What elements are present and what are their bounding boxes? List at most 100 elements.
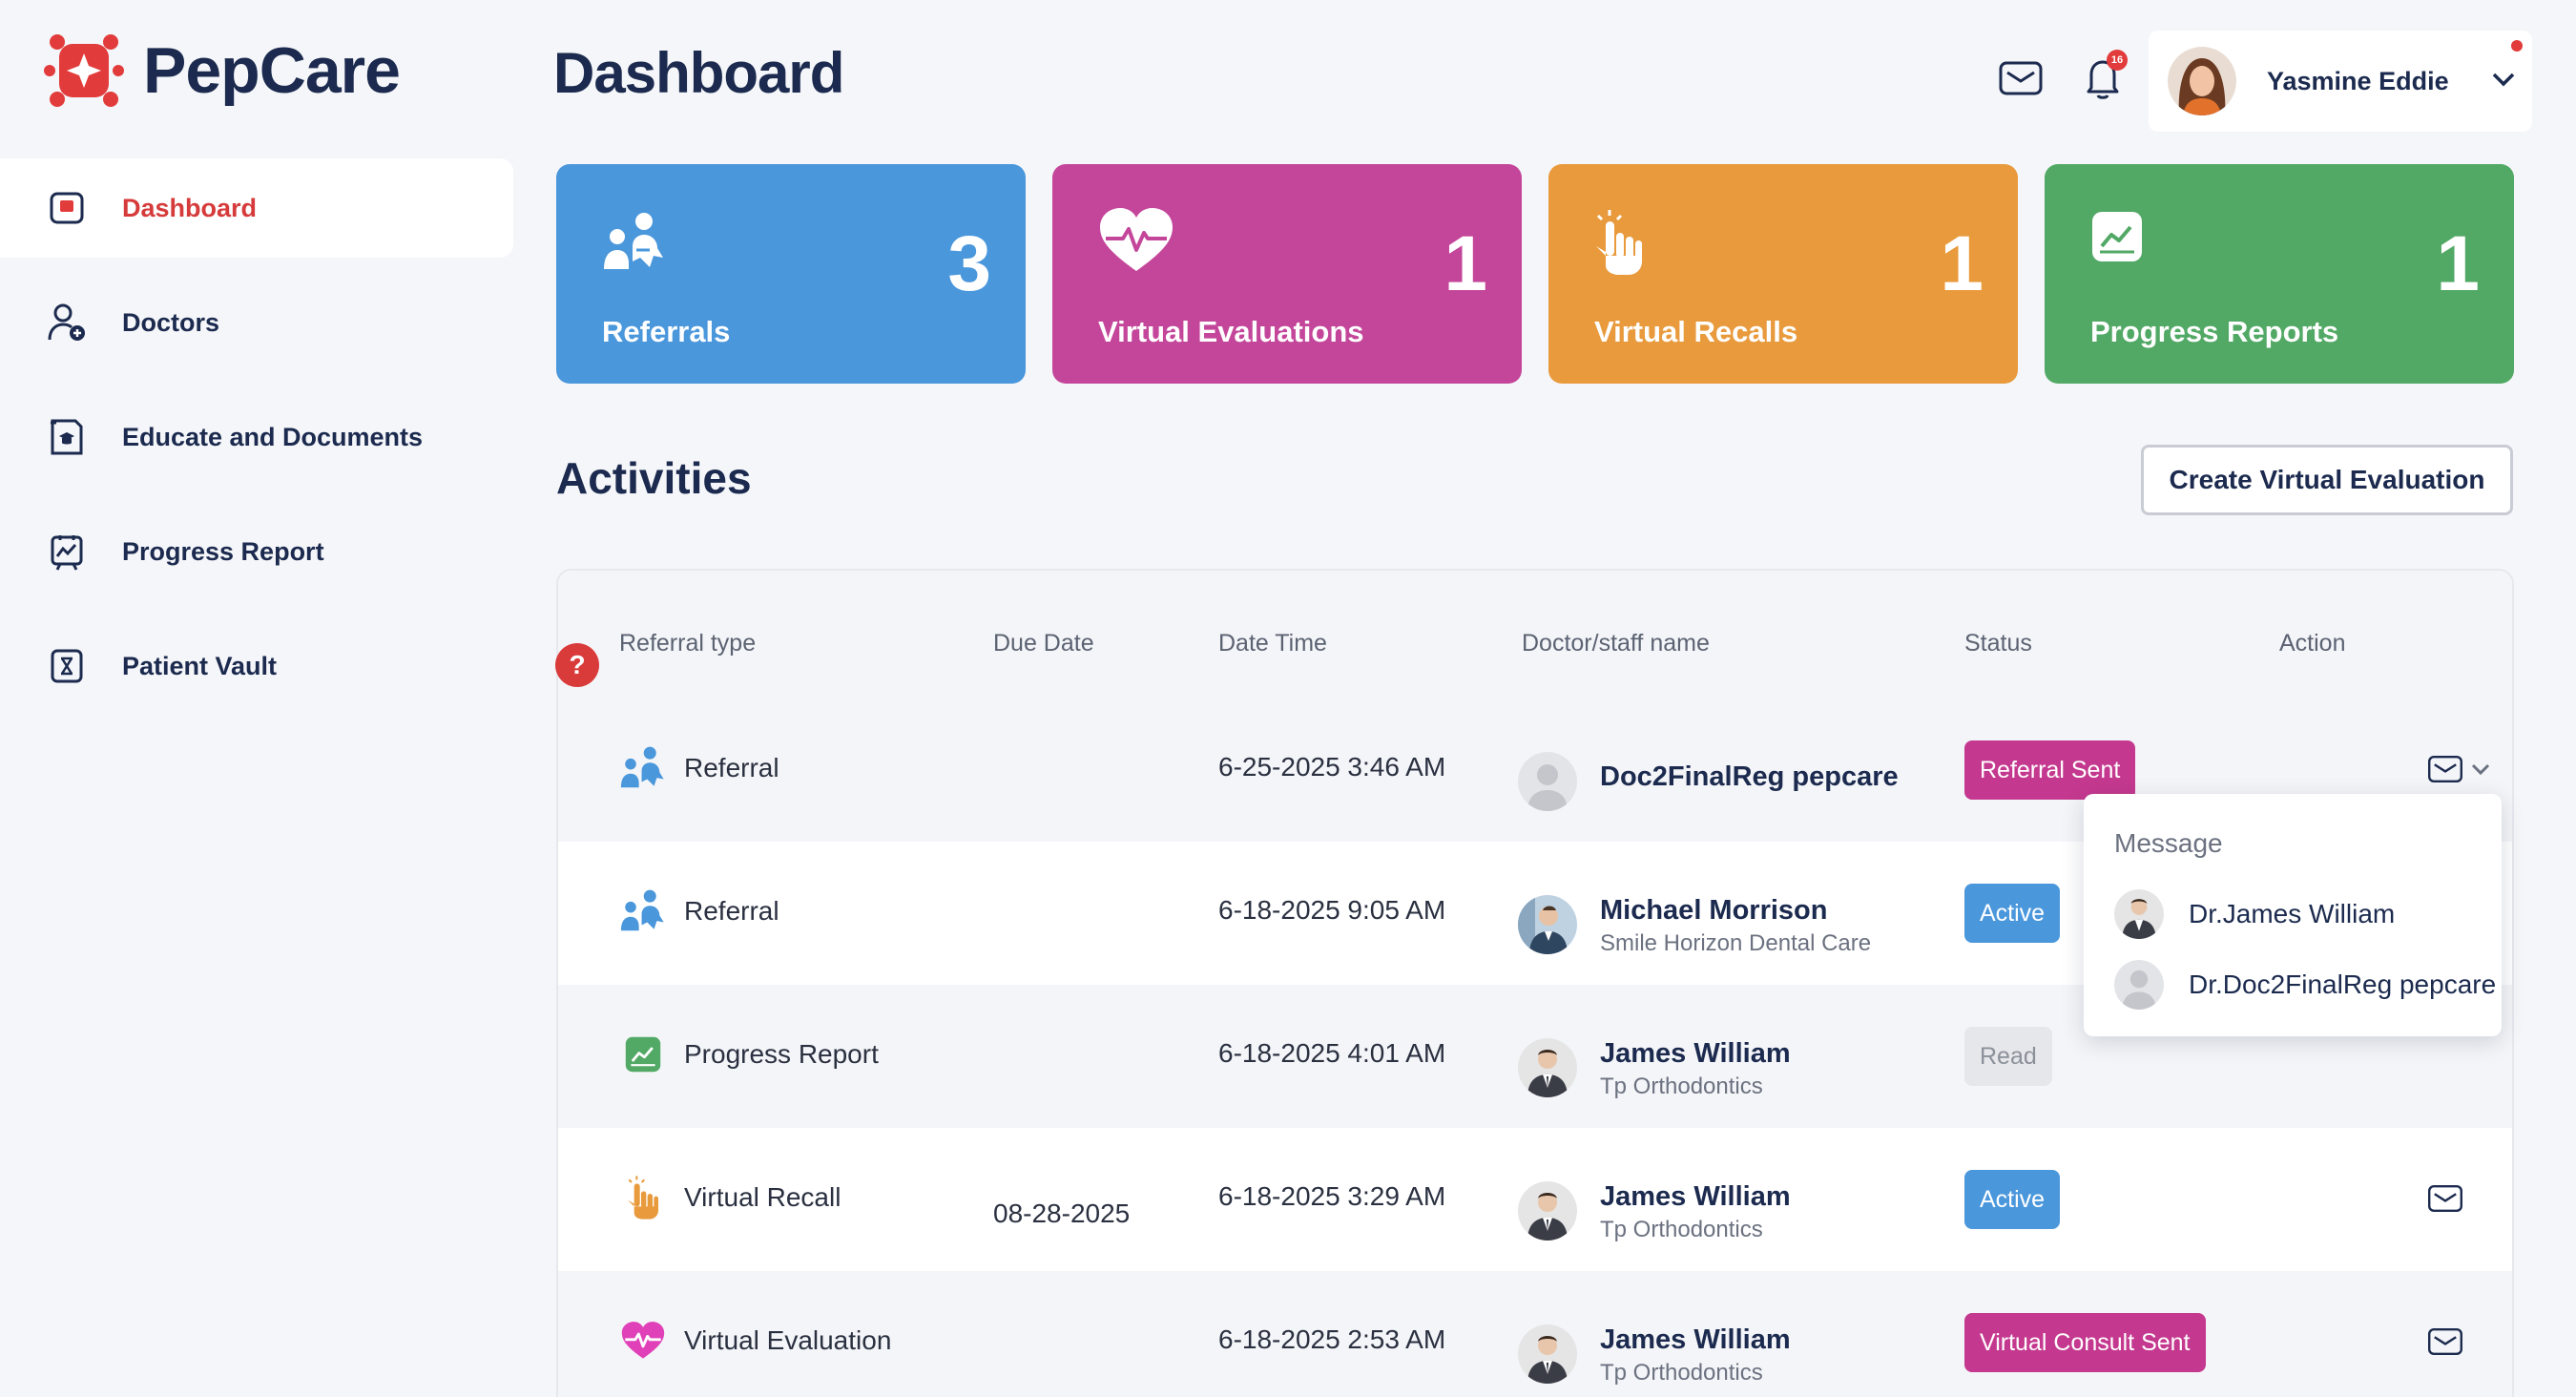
card-virtual-recalls[interactable]: Virtual Recalls 1 [1548, 164, 2018, 384]
pepcare-logo-icon [44, 34, 124, 107]
heartbeat-icon [617, 1315, 669, 1366]
card-label: Referrals [602, 315, 731, 348]
doctor-organization: Tp Orthodontics [1600, 1074, 1763, 1099]
notifications-button[interactable]: 16 [2076, 50, 2129, 105]
referral-type-cell: Referral [617, 742, 779, 794]
card-progress-reports[interactable]: Progress Reports 1 [2045, 164, 2514, 384]
message-action-button[interactable] [2426, 1326, 2464, 1357]
doctor-name: James William [1600, 1038, 1791, 1069]
date-time: 6-18-2025 9:05 AM [1218, 895, 1446, 925]
column-header-doctor-staff: Doctor/staff name [1522, 630, 1710, 657]
user-name: Yasmine Eddie [2267, 66, 2449, 95]
table-header: Referral type Due Date Date Time Doctor/… [558, 571, 2512, 698]
mail-icon [2428, 1328, 2462, 1355]
chevron-down-icon [2491, 71, 2516, 93]
sidebar-item-doctors[interactable]: Doctors [0, 273, 513, 372]
sidebar-item-label: Doctors [122, 307, 220, 337]
referral-type-label: Referral [684, 753, 779, 782]
avatar [1518, 895, 1577, 954]
dropdown-item-doc2finalreg[interactable]: Dr.Doc2FinalReg pepcare [2114, 960, 2496, 1010]
card-referrals[interactable]: Referrals 3 [556, 164, 1026, 384]
referral-type-cell: Virtual Evaluation [617, 1315, 891, 1366]
referral-type-cell: Referral [617, 886, 779, 937]
avatar [1518, 1181, 1577, 1241]
card-value: 1 [2436, 220, 2480, 307]
sidebar-item-label: Progress Report [122, 536, 324, 566]
card-value: 1 [1940, 220, 1984, 307]
dashboard-icon [42, 183, 92, 233]
hand-tap-icon [1590, 208, 1659, 277]
sidebar-item-label: Patient Vault [122, 651, 278, 680]
chart-trend-icon [617, 1029, 669, 1080]
column-header-due-date: Due Date [993, 630, 1094, 657]
status-badge[interactable]: Active [1964, 884, 2061, 943]
status-badge[interactable]: Read [1964, 1027, 2052, 1086]
avatar [1518, 1324, 1577, 1384]
doctor-cell: Doc2FinalReg pepcare [1518, 752, 1899, 811]
mail-icon [2428, 1185, 2462, 1212]
doctor-cell: Michael Morrison Smile Horizon Dental Ca… [1518, 895, 1871, 957]
hand-tap-icon [617, 1172, 669, 1223]
message-action-dropdown[interactable] [2426, 754, 2491, 784]
status-badge[interactable]: Active [1964, 1170, 2061, 1229]
sidebar-item-dashboard[interactable]: Dashboard [0, 158, 513, 258]
column-header-action: Action [2279, 630, 2346, 657]
mail-icon [1999, 61, 2043, 95]
date-time: 6-18-2025 2:53 AM [1218, 1324, 1446, 1354]
avatar [1518, 752, 1577, 811]
table-row[interactable]: Progress Report 6-18-2025 4:01 AM James … [558, 985, 2512, 1128]
table-row[interactable]: Virtual Evaluation 6-18-2025 2:53 AM Jam… [558, 1271, 2512, 1397]
message-dropdown-menu: Message Dr.James William Dr.Doc2FinalReg… [2084, 794, 2502, 1036]
messages-button[interactable] [1994, 52, 2047, 105]
bell-icon [2087, 60, 2119, 99]
stat-cards: Referrals 3 Virtual Evaluations 1 Virtua… [556, 164, 2514, 384]
chevron-down-icon [2471, 763, 2490, 776]
card-label: Virtual Evaluations [1098, 315, 1364, 348]
date-time: 6-25-2025 3:46 AM [1218, 752, 1446, 782]
doctor-organization: Tp Orthodontics [1600, 1360, 1763, 1386]
column-header-date-time: Date Time [1218, 630, 1327, 657]
user-menu[interactable]: Yasmine Eddie [2149, 31, 2532, 132]
date-time: 6-18-2025 4:01 AM [1218, 1038, 1446, 1068]
column-header-referral-type: Referral type [619, 630, 757, 657]
referral-type-label: Referral [684, 896, 779, 926]
sidebar-item-educate-documents[interactable]: Educate and Documents [0, 387, 513, 487]
doctor-cell: James William Tp Orthodontics [1518, 1324, 1791, 1387]
sidebar-item-patient-vault[interactable]: Patient Vault [0, 616, 513, 716]
notification-count-badge: 16 [2107, 50, 2128, 71]
avatar [1518, 1038, 1577, 1097]
sidebar: PepCare Dashboard Doctors Educate and Do… [0, 0, 515, 1397]
referral-type-label: Virtual Evaluation [684, 1325, 892, 1355]
avatar [2114, 889, 2164, 939]
sidebar-nav: Dashboard Doctors Educate and Documents … [0, 158, 513, 731]
user-avatar [2168, 47, 2236, 115]
doctor-name: Michael Morrison [1600, 895, 1828, 926]
card-virtual-evaluations[interactable]: Virtual Evaluations 1 [1052, 164, 1522, 384]
sidebar-item-progress-report[interactable]: Progress Report [0, 502, 513, 601]
dropdown-item-james-william[interactable]: Dr.James William [2114, 889, 2395, 939]
avatar [2114, 960, 2164, 1010]
date-time: 6-18-2025 3:29 AM [1218, 1181, 1446, 1211]
status-badge[interactable]: Referral Sent [1964, 740, 2136, 800]
page-title: Dashboard [553, 41, 844, 105]
header-actions: 16 [1994, 50, 2129, 105]
doctor-organization: Smile Horizon Dental Care [1600, 930, 1872, 956]
message-action-button[interactable] [2426, 1183, 2464, 1214]
card-value: 1 [1444, 220, 1487, 307]
chart-trend-icon [2088, 208, 2157, 277]
help-icon[interactable]: ? [555, 643, 599, 687]
create-virtual-evaluation-button[interactable]: Create Virtual Evaluation [2141, 445, 2513, 515]
referral-icon [600, 208, 669, 277]
table-row[interactable]: Virtual Recall 08-28-2025 6-18-2025 3:29… [558, 1128, 2512, 1271]
activities-title: Activities [556, 453, 752, 503]
referral-icon [617, 886, 669, 937]
heartbeat-icon [1096, 206, 1176, 275]
app-logo[interactable]: PepCare [42, 29, 401, 113]
mail-icon [2428, 756, 2462, 782]
status-badge[interactable]: Virtual Consult Sent [1964, 1313, 2206, 1372]
doctor-cell: James William Tp Orthodontics [1518, 1181, 1791, 1243]
dropdown-item-label: Dr.Doc2FinalReg pepcare [2189, 970, 2497, 999]
doctor-name: Doc2FinalReg pepcare [1600, 761, 1899, 792]
card-value: 3 [947, 220, 991, 307]
referral-type-cell: Virtual Recall [617, 1172, 841, 1223]
